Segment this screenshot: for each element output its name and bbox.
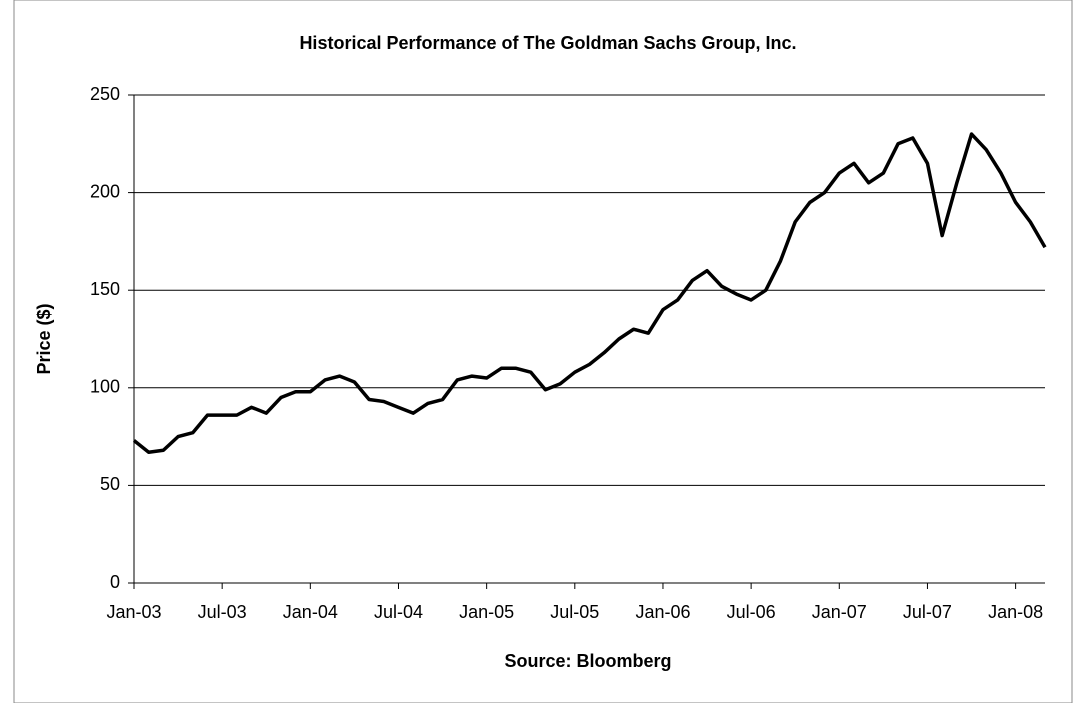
y-tick-label: 150	[90, 279, 120, 299]
x-tick-label: Jan-06	[635, 602, 690, 622]
x-tick-label: Jul-04	[374, 602, 423, 622]
x-tick-label: Jan-08	[988, 602, 1043, 622]
chart-title: Historical Performance of The Goldman Sa…	[299, 33, 796, 53]
x-axis-label: Source: Bloomberg	[504, 651, 671, 671]
y-tick-label: 50	[100, 474, 120, 494]
y-axis-label: Price ($)	[34, 303, 54, 374]
x-tick-label: Jul-05	[550, 602, 599, 622]
x-tick-label: Jul-06	[727, 602, 776, 622]
x-tick-label: Jan-04	[283, 602, 338, 622]
y-tick-label: 0	[110, 572, 120, 592]
x-tick-label: Jan-05	[459, 602, 514, 622]
y-tick-label: 200	[90, 181, 120, 201]
price-line	[132, 132, 1047, 454]
x-tick-label: Jul-07	[903, 602, 952, 622]
x-tick-label: Jan-07	[812, 602, 867, 622]
y-tick-label: 100	[90, 377, 120, 397]
x-tick-label: Jan-03	[106, 602, 161, 622]
y-tick-label: 250	[90, 84, 120, 104]
chart-frame	[13, 0, 1073, 703]
x-tick-label: Jul-03	[198, 602, 247, 622]
